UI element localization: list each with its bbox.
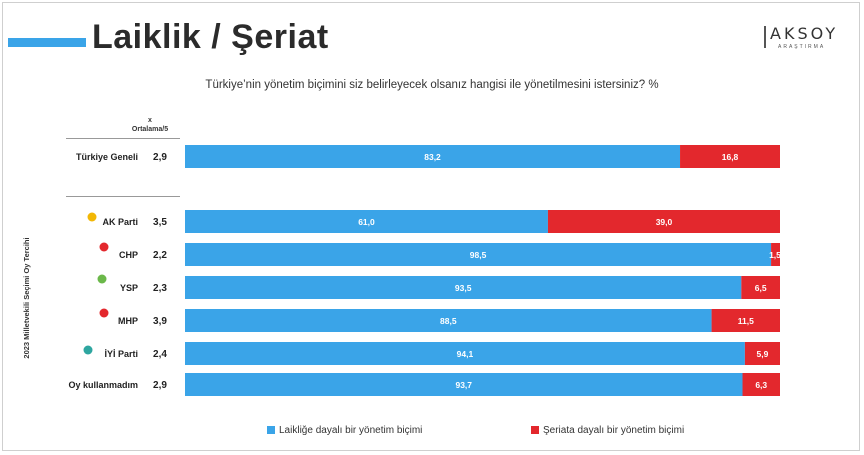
bar-eriata-dayal-bir-y-netim-bi-imi-2: [771, 243, 780, 266]
bar-laikli-e-dayal-bir-y-netim-bi-imi-4: [185, 309, 712, 332]
legend-swatch-laik: [267, 426, 275, 434]
bar-eriata-dayal-bir-y-netim-bi-imi-3: [741, 276, 780, 299]
average-label: Ortalama/5: [131, 126, 169, 133]
group-divider: [66, 196, 180, 197]
average-value: 2,3: [153, 283, 167, 294]
bar-eriata-dayal-bir-y-netim-bi-imi-4: [711, 309, 780, 332]
legend-item-laik: Laikliğe dayalı bir yönetim biçimi: [267, 425, 422, 436]
data-label: 61,0: [358, 217, 375, 227]
data-label: 98,5: [470, 250, 487, 260]
data-label: 11,5: [738, 316, 754, 326]
bar-laikli-e-dayal-bir-y-netim-bi-imi-6: [185, 373, 743, 396]
bar-laikli-e-dayal-bir-y-netim-bi-imi-2: [185, 243, 772, 266]
ak-parti-emblem-icon: [87, 212, 97, 222]
category-label: AK Parti: [102, 217, 138, 227]
logo-text: AKSOY: [770, 24, 839, 43]
bar-laikli-e-dayal-bir-y-netim-bi-imi-0: [185, 145, 681, 168]
chart-frame: [2, 2, 860, 451]
bar-laikli-e-dayal-bir-y-netim-bi-imi-1: [185, 210, 548, 233]
bar-laikli-e-dayal-bir-y-netim-bi-imi-5: [185, 342, 745, 365]
average-value: 2,9: [153, 380, 167, 391]
bar-eriata-dayal-bir-y-netim-bi-imi-5: [744, 342, 780, 365]
average-value: 2,4: [153, 349, 167, 360]
data-label: 6,3: [755, 380, 767, 390]
average-value: 2,2: [153, 250, 167, 261]
iyi-parti-emblem-icon: [83, 345, 93, 355]
average-value: 2,9: [153, 152, 167, 163]
category-label: Türkiye Geneli: [76, 152, 138, 162]
category-label: İYİ Parti: [104, 349, 138, 359]
bar-eriata-dayal-bir-y-netim-bi-imi-1: [547, 210, 780, 233]
average-symbol: x: [148, 117, 152, 124]
aksoy-logo: AKSOY ARAŞTIRMA: [764, 24, 844, 54]
page-title: Laiklik / Şeriat: [92, 18, 329, 56]
category-label: MHP: [118, 316, 138, 326]
logo-subtext: ARAŞTIRMA: [778, 44, 826, 50]
category-label: Oy kullanmadım: [68, 380, 138, 390]
legend-label-seriat: Şeriata dayalı bir yönetim biçimi: [543, 425, 685, 436]
average-header: x Ortalama/5: [126, 116, 174, 134]
legend-label-laik: Laikliğe dayalı bir yönetim biçimi: [279, 425, 423, 436]
legend-item-seriat: Şeriata dayalı bir yönetim biçimi: [531, 425, 684, 436]
data-label: 5,9: [757, 349, 769, 359]
data-label: 93,5: [455, 283, 472, 293]
chp-emblem-icon: [99, 242, 109, 252]
category-label: YSP: [120, 283, 138, 293]
data-label: 16,8: [722, 152, 739, 162]
header-divider: [66, 138, 180, 139]
ysp-emblem-icon: [97, 274, 107, 284]
bar-eriata-dayal-bir-y-netim-bi-imi-0: [680, 145, 780, 168]
legend-swatch-seriat: [531, 426, 539, 434]
bar-eriata-dayal-bir-y-netim-bi-imi-6: [742, 373, 780, 396]
category-label: CHP: [119, 250, 138, 260]
survey-question: Türkiye’nin yönetim biçimini siz belirle…: [205, 79, 659, 91]
data-label: 6,5: [755, 283, 767, 293]
logo-bar: [764, 26, 766, 48]
data-label: 1,5: [769, 250, 781, 260]
title-accent-bar: [8, 38, 86, 47]
data-label: 93,7: [455, 380, 472, 390]
mhp-emblem-icon: [99, 308, 109, 318]
bar-laikli-e-dayal-bir-y-netim-bi-imi-3: [185, 276, 742, 299]
data-label: 83,2: [424, 152, 441, 162]
data-label: 94,1: [457, 349, 474, 359]
average-value: 3,5: [153, 217, 167, 228]
data-label: 88,5: [440, 316, 457, 326]
average-value: 3,9: [153, 316, 167, 327]
data-label: 39,0: [656, 217, 673, 227]
